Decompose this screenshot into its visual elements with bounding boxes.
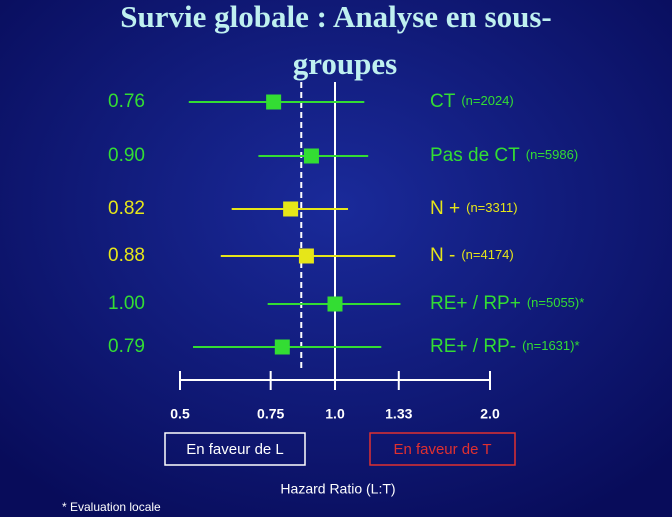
x-tick-label: 1.33: [385, 406, 412, 422]
value-label: 0.82: [108, 198, 145, 219]
category-note: (n=5055)*: [527, 295, 584, 310]
point-estimate: [283, 201, 299, 217]
category-name: Pas de CT: [430, 145, 520, 166]
x-tick-label: 0.75: [257, 406, 284, 422]
category-note: (n=5986): [526, 147, 578, 162]
point-estimate: [298, 248, 314, 264]
point-estimate: [327, 296, 343, 312]
chart-title: Survie globale : Analyse en sous-groupes: [120, 0, 551, 81]
x-tick-label: 0.5: [170, 406, 190, 422]
value-label: 0.90: [108, 145, 145, 166]
point-estimate: [266, 94, 282, 110]
legend-label: En faveur de T: [393, 441, 491, 458]
x-axis-title: Hazard Ratio (L:T): [280, 481, 395, 497]
category-note: (n=2024): [461, 93, 513, 108]
category-name: RE+ / RP+: [430, 293, 521, 314]
category-note: (n=4174): [461, 247, 513, 262]
point-estimate: [303, 148, 319, 164]
category-label: RE+ / RP- (n=1631)*: [430, 336, 580, 357]
category-label: CT (n=2024): [430, 91, 514, 112]
legend-box: [369, 432, 516, 466]
category-label: Pas de CT (n=5986): [430, 145, 578, 166]
value-label: 0.76: [108, 91, 145, 112]
footnote: * Evaluation locale: [62, 500, 161, 514]
title-line: Survie globale : Analyse en sous-: [120, 0, 551, 34]
category-label: N + (n=3311): [430, 198, 518, 219]
value-label: 1.00: [108, 293, 145, 314]
category-name: N +: [430, 198, 460, 219]
title-line: groupes: [293, 46, 398, 81]
legend-box: [164, 432, 306, 466]
category-name: N -: [430, 245, 455, 266]
x-tick-label: 1.0: [325, 406, 345, 422]
category-name: CT: [430, 91, 456, 112]
category-label: RE+ / RP+ (n=5055)*: [430, 293, 584, 314]
category-note: (n=3311): [466, 200, 517, 215]
x-tick-label: 2.0: [480, 406, 500, 422]
category-note: (n=1631)*: [522, 338, 579, 353]
plot: Survie globale : Analyse en sous-groupes…: [62, 0, 584, 514]
value-label: 0.79: [108, 336, 145, 357]
value-label: 0.88: [108, 245, 145, 266]
legend-label: En faveur de L: [186, 441, 284, 458]
category-label: N - (n=4174): [430, 245, 514, 266]
category-name: RE+ / RP-: [430, 336, 516, 357]
point-estimate: [274, 339, 290, 355]
